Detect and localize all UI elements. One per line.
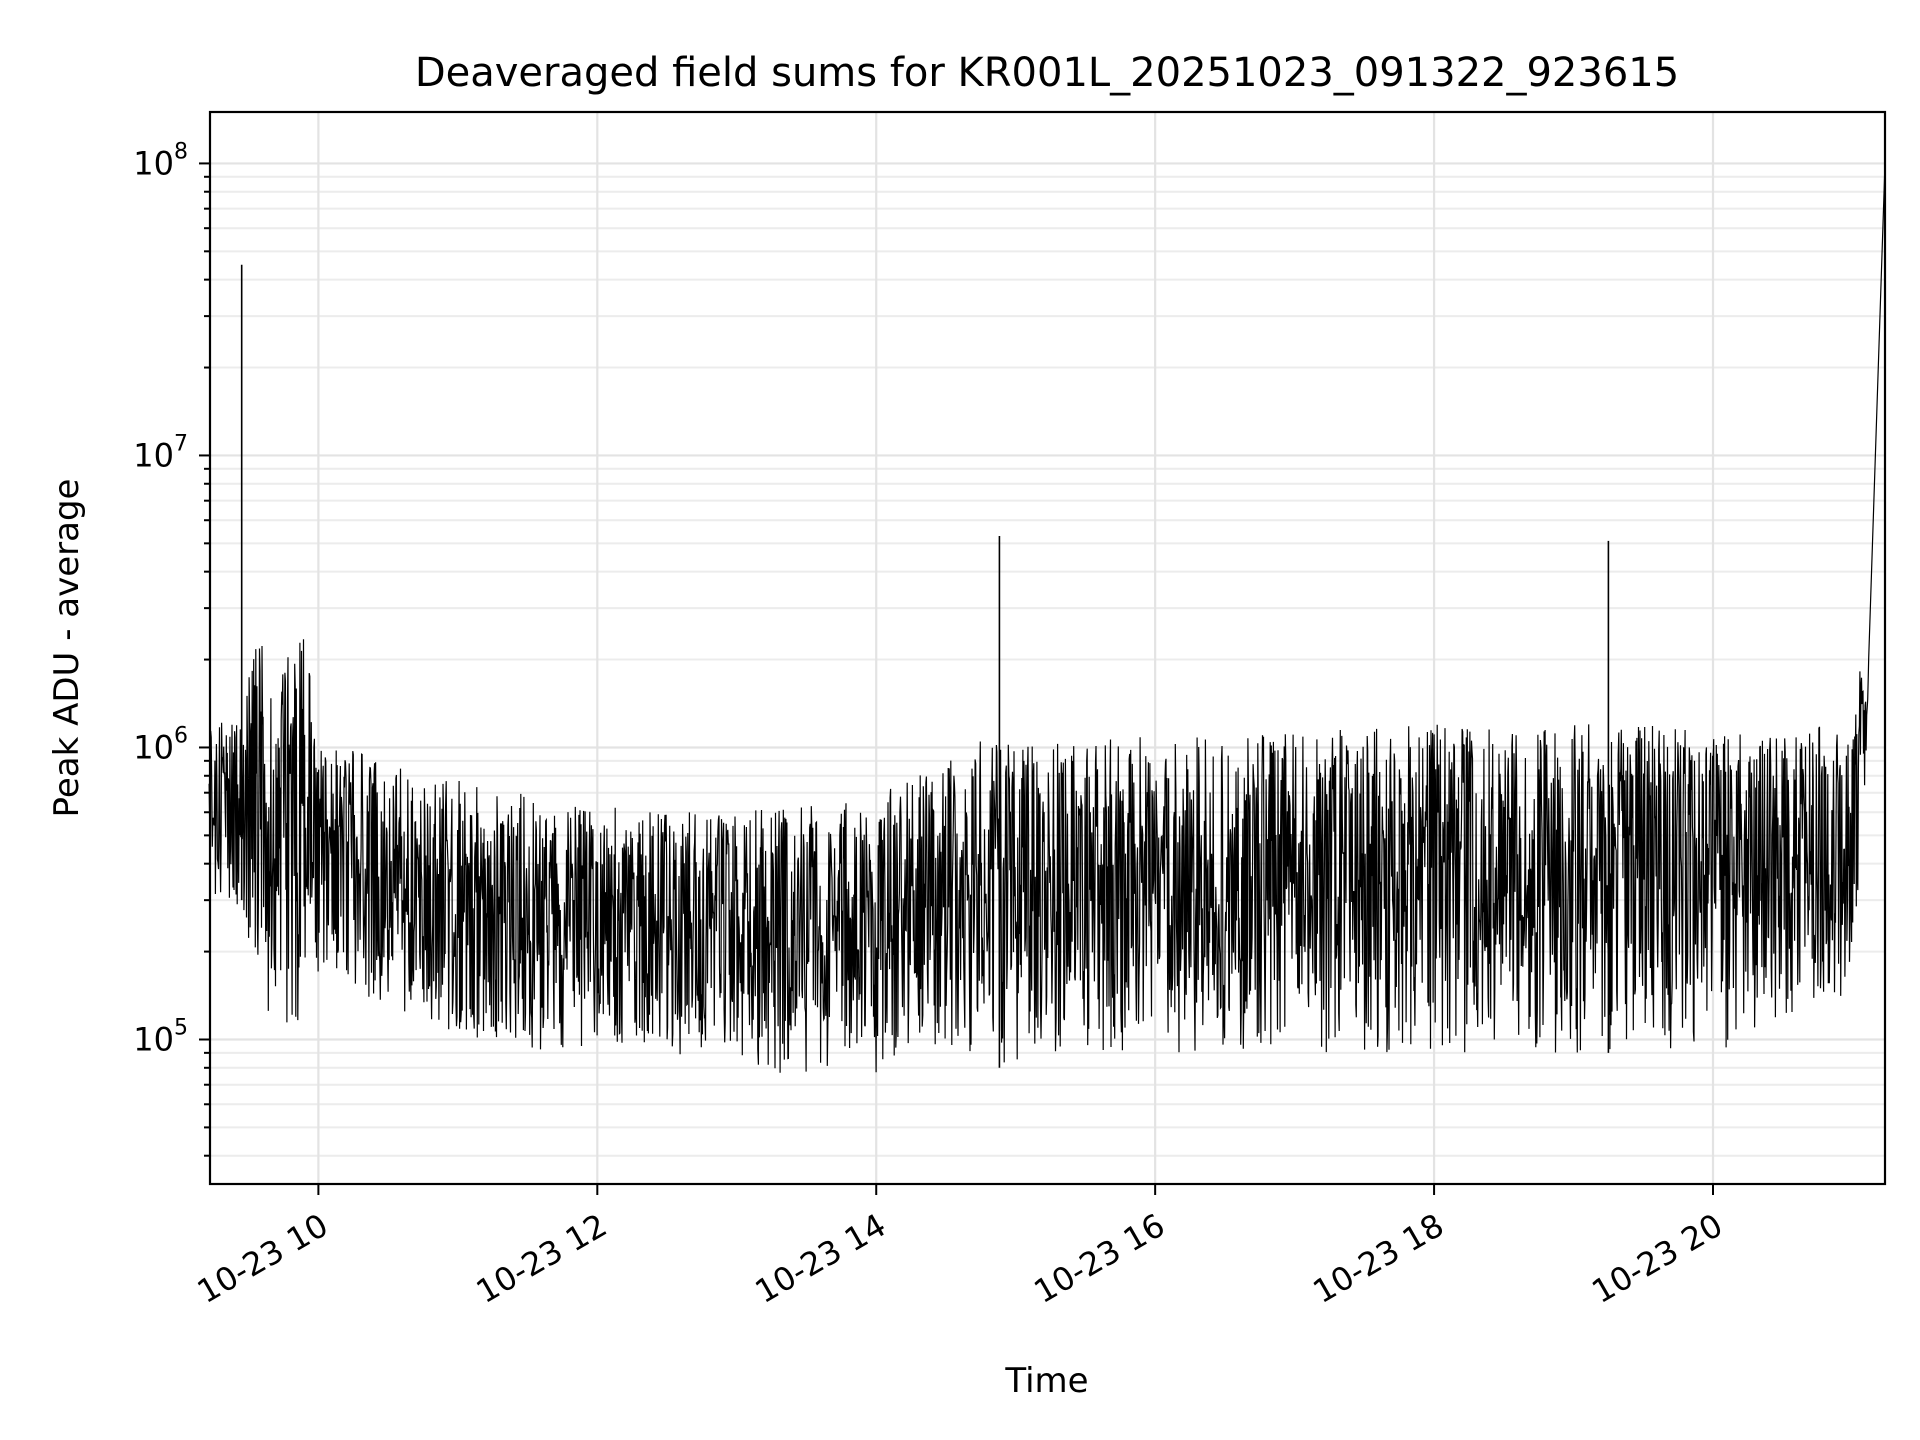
y-tick-label: 106 <box>133 723 188 766</box>
y-tick-label: 105 <box>133 1015 188 1058</box>
x-axis-label: Time <box>1004 1361 1088 1401</box>
series-line <box>208 163 1886 1073</box>
axes-frame <box>208 110 1887 1186</box>
chart-title: Deaveraged field sums for KR001L_2025102… <box>415 50 1679 96</box>
y-tick-label: 108 <box>133 139 188 182</box>
y-tick-label: 107 <box>133 431 188 474</box>
plot-area <box>208 163 1886 1073</box>
y-axis-label: Peak ADU - average <box>47 479 87 818</box>
